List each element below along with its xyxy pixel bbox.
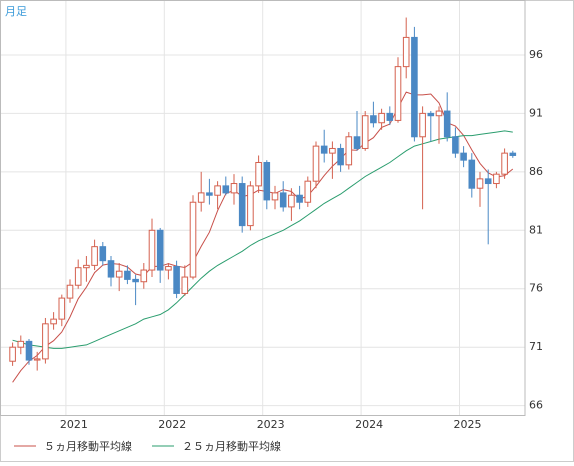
ma-line — [12, 130, 513, 349]
candle-body — [370, 115, 377, 124]
candle-body — [25, 340, 33, 361]
candle-body — [99, 246, 107, 262]
candle-body — [66, 284, 74, 299]
candle-body — [468, 159, 476, 189]
candle-body — [156, 229, 164, 271]
candle-body — [402, 36, 410, 68]
candle-body — [394, 66, 402, 121]
candle-body — [501, 152, 508, 175]
candle-body — [337, 147, 344, 166]
candle-body — [386, 112, 394, 121]
chart-title: 月足 — [5, 5, 27, 18]
candle-body — [411, 36, 418, 138]
candle-body — [320, 145, 328, 154]
candle-body — [9, 346, 16, 362]
plot-border — [0, 0, 526, 416]
ma-line — [12, 91, 514, 383]
candle-body — [296, 194, 303, 203]
candle-body — [435, 110, 443, 117]
x-tick-label: 2021 — [60, 418, 88, 431]
candle-body — [50, 318, 57, 325]
candle-body — [476, 178, 484, 189]
candle-body — [140, 269, 148, 283]
candle-body — [214, 185, 221, 196]
legend-label: ５ヵ月移動平均線 — [44, 439, 132, 453]
candle-body — [361, 115, 369, 149]
candle-body — [288, 194, 295, 208]
x-tick-label: 2022 — [158, 418, 186, 431]
candle-body — [427, 112, 435, 117]
candle-body — [443, 110, 451, 138]
candle-body — [206, 192, 213, 196]
candle-body — [115, 270, 123, 278]
candle-body — [17, 340, 25, 348]
candle-body — [345, 136, 353, 166]
candle-body — [460, 152, 467, 161]
plot-marks — [9, 17, 517, 383]
candle-body — [255, 161, 262, 187]
candle-body — [74, 267, 82, 286]
x-tick-label: 2024 — [355, 418, 383, 431]
y-tick-label: 76 — [529, 282, 543, 295]
candle-body — [238, 183, 246, 227]
candle-body — [33, 358, 41, 361]
candle-body — [312, 145, 320, 182]
candle-body — [222, 185, 230, 194]
candle-body — [124, 270, 131, 280]
grid — [0, 0, 525, 415]
y-tick-label: 96 — [529, 48, 543, 61]
y-tick-label: 66 — [529, 399, 543, 412]
candle-body — [271, 192, 279, 201]
candle-body — [304, 180, 312, 203]
candle-body — [165, 266, 172, 271]
y-tick-label: 71 — [529, 340, 543, 353]
y-tick-label: 81 — [529, 223, 543, 236]
candle-body — [378, 112, 385, 124]
candle-body — [148, 229, 156, 271]
candle-body — [189, 201, 197, 278]
candle-body — [484, 178, 492, 185]
candle-body — [263, 161, 271, 201]
candle-body — [58, 297, 66, 320]
candle-body — [83, 264, 90, 269]
candle-body — [91, 246, 98, 266]
x-tick-label: 2025 — [454, 418, 482, 431]
y-tick-label: 91 — [529, 106, 543, 119]
candle-body — [509, 152, 517, 156]
candle-body — [279, 192, 287, 208]
candle-body — [230, 183, 238, 194]
candle-body — [173, 266, 180, 294]
candle-body — [353, 136, 361, 149]
candle-body — [107, 260, 115, 278]
candle-body — [452, 136, 459, 154]
candle-body — [181, 276, 189, 294]
candle-body — [493, 173, 500, 185]
candle-body — [42, 323, 49, 360]
candle-body — [132, 278, 139, 283]
legend: ５ヵ月移動平均線 ２５ヵ月移動平均線 — [14, 439, 281, 453]
y-tick-label: 86 — [529, 165, 543, 178]
candle-body — [329, 147, 336, 154]
candle-body — [247, 185, 254, 227]
x-tick-label: 2023 — [257, 418, 285, 431]
candle-body — [197, 192, 205, 203]
candle-body — [419, 112, 426, 138]
legend-label: ２５ヵ月移動平均線 — [182, 439, 281, 453]
